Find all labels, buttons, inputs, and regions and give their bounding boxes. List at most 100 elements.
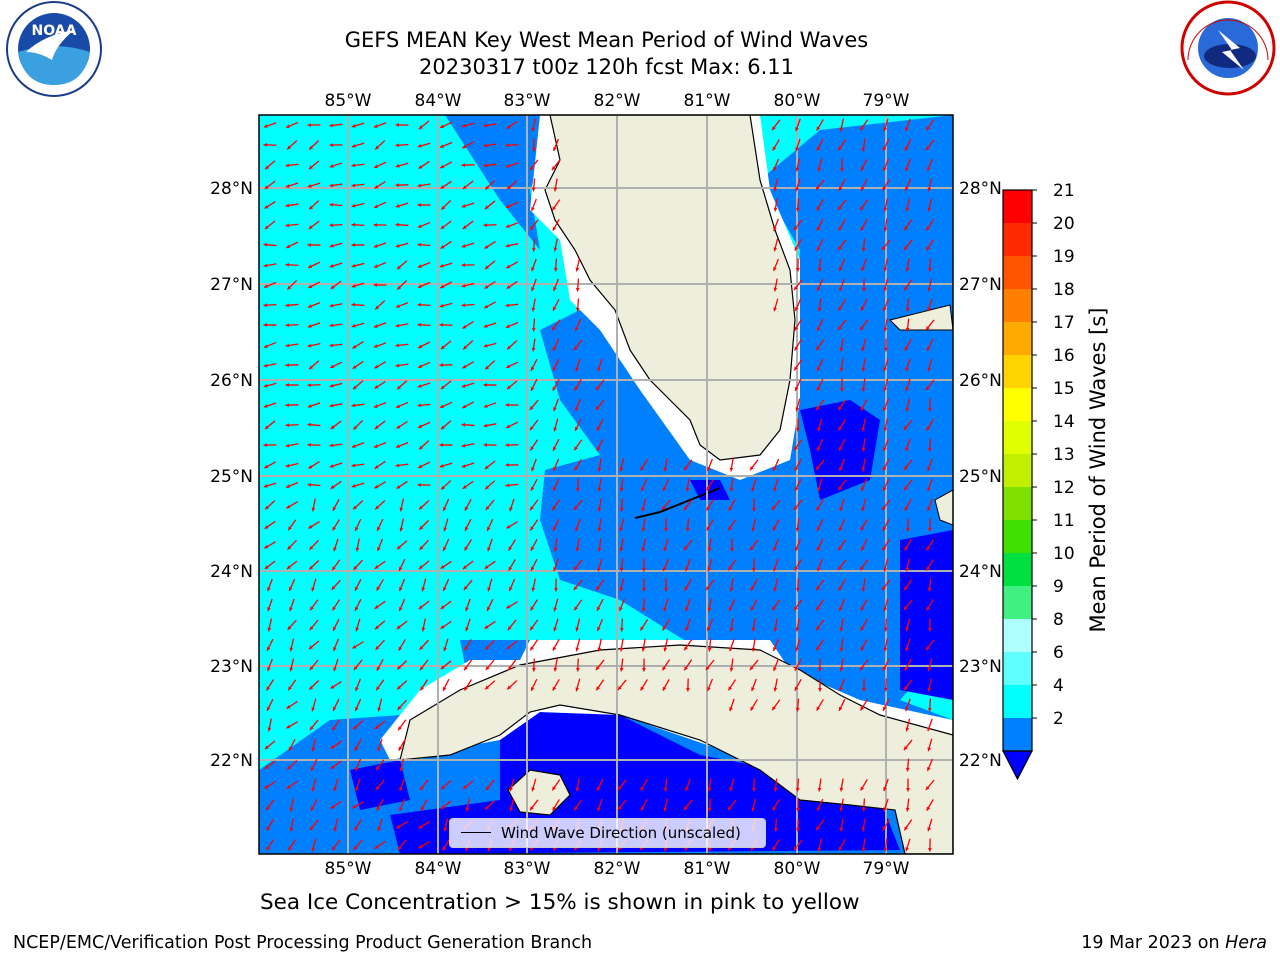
wave-direction-arrow: [795, 178, 801, 192]
wave-direction-arrow: [285, 241, 299, 249]
wave-direction-arrow: [506, 120, 518, 130]
wave-direction-arrow: [552, 218, 560, 232]
wave-direction-arrow: [333, 778, 339, 792]
wave-direction-arrow: [439, 161, 453, 169]
wave-direction-arrow: [354, 738, 362, 752]
wave-direction-arrow: [927, 498, 933, 512]
wave-direction-arrow: [508, 578, 516, 592]
wave-direction-arrow: [263, 382, 277, 388]
wave-direction-arrow: [461, 382, 475, 388]
wave-direction-arrow: [532, 138, 536, 152]
wave-direction-arrow: [311, 698, 317, 712]
wave-direction-arrow: [883, 378, 889, 392]
wave-direction-arrow: [794, 679, 802, 691]
wave-direction-arrow: [883, 798, 889, 812]
wave-direction-arrow: [640, 679, 648, 691]
wave-direction-arrow: [310, 798, 318, 812]
wave-direction-arrow: [329, 162, 343, 168]
wave-direction-arrow: [418, 120, 430, 130]
wave-direction-arrow: [925, 139, 935, 151]
wave-direction-arrow: [795, 578, 800, 592]
wave-direction-arrow: [838, 219, 846, 231]
wave-direction-arrow: [484, 560, 496, 570]
wave-direction-arrow: [860, 398, 868, 412]
wave-direction-arrow: [484, 180, 496, 190]
wave-direction-arrow: [839, 358, 844, 372]
wave-direction-arrow: [816, 199, 824, 211]
wave-direction-arrow: [816, 499, 824, 511]
wave-direction-arrow: [263, 323, 277, 327]
wave-direction-arrow: [839, 778, 844, 792]
wave-direction-arrow: [903, 279, 913, 291]
wave-direction-arrow: [903, 219, 913, 231]
wave-direction-arrow: [265, 839, 275, 851]
wave-direction-arrow: [837, 319, 847, 331]
wave-direction-arrow: [265, 799, 275, 811]
wave-direction-arrow: [461, 163, 475, 168]
wave-direction-arrow: [861, 338, 867, 352]
wave-direction-arrow: [443, 518, 449, 532]
wave-direction-arrow: [817, 838, 823, 852]
wave-direction-arrow: [352, 419, 364, 431]
wave-direction-arrow: [838, 598, 846, 612]
colorbar-band: [1003, 322, 1032, 356]
wave-direction-arrow: [663, 638, 669, 652]
wave-direction-arrow: [483, 163, 497, 168]
wave-direction-arrow: [374, 420, 386, 430]
wave-direction-arrow: [484, 280, 496, 290]
wave-direction-arrow: [395, 323, 409, 328]
wave-direction-arrow: [264, 740, 276, 750]
wave-direction-arrow: [706, 519, 714, 531]
wave-direction-arrow: [374, 620, 386, 630]
wave-direction-arrow: [443, 638, 449, 652]
wave-direction-arrow: [396, 540, 408, 550]
wave-direction-arrow: [573, 439, 583, 451]
lon-label-bottom: 84°W: [415, 859, 462, 879]
wave-direction-arrow: [884, 338, 888, 352]
wave-direction-arrow: [464, 639, 472, 651]
wave-direction-arrow: [618, 598, 626, 612]
wave-direction-arrow: [683, 499, 693, 511]
wave-direction-arrow: [552, 679, 560, 691]
wave-direction-arrow: [903, 819, 913, 831]
wave-direction-arrow: [354, 819, 362, 831]
wave-direction-arrow: [796, 258, 800, 272]
wave-direction-arrow: [861, 258, 867, 272]
colorbar-tick-label: 12: [1053, 478, 1075, 498]
lon-label-bottom: 82°W: [594, 859, 641, 879]
wave-direction-arrow: [440, 420, 452, 430]
wave-direction-arrow: [685, 518, 690, 532]
wave-direction-arrow: [352, 380, 364, 390]
wave-direction-arrow: [332, 498, 340, 512]
wave-direction-arrow: [505, 421, 519, 429]
wave-direction-arrow: [816, 358, 824, 372]
wave-direction-arrow: [904, 138, 912, 152]
wave-direction-arrow: [263, 122, 277, 128]
wave-direction-arrow: [484, 460, 496, 470]
lat-label-left: 26°N: [210, 371, 253, 391]
wave-direction-arrow: [905, 118, 911, 132]
wave-direction-arrow: [862, 678, 866, 692]
wave-direction-arrow: [373, 161, 387, 169]
map-legend: Wind Wave Direction (unscaled): [449, 818, 766, 848]
wave-direction-arrow: [285, 182, 299, 188]
wave-direction-arrow: [860, 519, 868, 531]
wave-direction-arrow: [683, 539, 693, 551]
wave-direction-arrow: [530, 558, 538, 572]
wave-direction-arrow: [529, 499, 539, 511]
wave-direction-arrow: [773, 198, 778, 212]
wave-direction-arrow: [308, 560, 320, 570]
wave-direction-arrow: [707, 798, 712, 812]
wave-direction-arrow: [307, 281, 321, 289]
wave-direction-arrow: [461, 202, 475, 208]
wave-direction-arrow: [330, 760, 342, 770]
colorbar-band: [1003, 190, 1032, 224]
wave-direction-arrow: [751, 618, 756, 632]
wave-direction-arrow: [263, 482, 277, 488]
wave-direction-arrow: [859, 659, 869, 671]
wave-direction-arrow: [882, 458, 890, 472]
wave-direction-arrow: [795, 778, 800, 792]
wave-direction-arrow: [554, 578, 558, 592]
isle-of-youth-land: [507, 769, 571, 816]
wave-direction-arrow: [530, 478, 538, 492]
